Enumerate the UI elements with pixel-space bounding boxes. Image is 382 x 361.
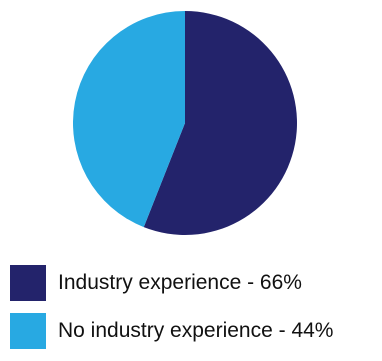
chart-legend: Industry experience - 66% No industry ex… <box>10 265 380 361</box>
legend-item-industry-experience: Industry experience - 66% <box>10 265 380 301</box>
legend-label-no-industry-experience: No industry experience - 44% <box>58 319 334 342</box>
pie-slice-no-industry-experience <box>72 11 185 228</box>
legend-swatch-no-industry-experience <box>10 313 46 349</box>
legend-swatch-industry-experience <box>10 265 46 301</box>
legend-label-industry-experience: Industry experience - 66% <box>58 271 302 294</box>
legend-item-no-industry-experience: No industry experience - 44% <box>10 313 380 349</box>
pie-slice-industry-experience <box>143 11 297 235</box>
pie-slices <box>72 11 297 235</box>
pie-chart <box>72 11 297 235</box>
